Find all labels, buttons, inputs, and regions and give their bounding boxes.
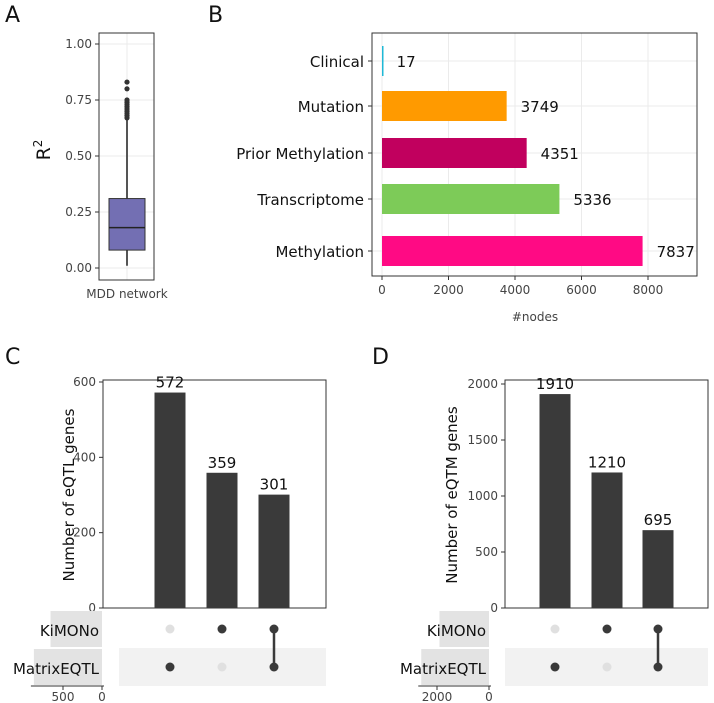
matrix-dot-empty: [602, 662, 612, 672]
bar-value-label: 695: [644, 511, 673, 529]
matrix-dot-empty: [550, 624, 560, 634]
y-tick-label: 600: [73, 375, 96, 389]
intersection-bar: [206, 472, 238, 608]
bar-methylation: [382, 236, 643, 266]
matrix-dot-filled: [602, 624, 612, 634]
y-tick-label: 0: [490, 601, 498, 615]
y-category-label: Transcriptome: [256, 191, 364, 209]
y-axis-label: Number of eQTM genes: [443, 406, 461, 584]
y-tick-label: 1.00: [65, 37, 92, 51]
set-label-kimono: KiMONo: [427, 622, 486, 640]
set-size-bar-kimono: [50, 611, 102, 647]
bar-transcriptome: [382, 184, 560, 214]
x-tick-label: 2000: [433, 283, 464, 297]
matrix-dot-empty: [165, 624, 175, 634]
x-axis-label: #nodes: [512, 310, 558, 324]
x-tick-label: 8000: [633, 283, 664, 297]
matrix-dot-filled: [269, 662, 279, 672]
bar-value-label: 5336: [573, 191, 611, 209]
bar-value-label: 301: [260, 476, 289, 494]
y-tick-label: 0.75: [65, 93, 92, 107]
y-tick-label: 0: [88, 601, 96, 615]
y-tick-label: 200: [73, 526, 96, 540]
panel-border: [371, 32, 698, 277]
set-size-tick-label: 0: [98, 690, 106, 703]
outlier-point: [124, 79, 130, 85]
x-tick-label: 4000: [500, 283, 531, 297]
bar-value-label: 4351: [541, 145, 579, 163]
y-axis-label-base: R: [33, 147, 55, 160]
y-tick-label: 1000: [467, 489, 498, 503]
x-tick-label: MDD network: [86, 287, 167, 301]
set-size-tick-label: 500: [52, 690, 75, 703]
intersection-bar: [258, 494, 290, 608]
matrix-dot-filled: [653, 662, 663, 672]
intersection-bar: [154, 392, 186, 608]
set-size-bar-matrixeqtl: [33, 649, 102, 685]
x-tick-label: 0: [378, 283, 386, 297]
set-label-matrixeqtl: MatrixEQTL: [13, 660, 100, 678]
matrix-dot-filled: [217, 624, 227, 634]
set-size-bar-kimono: [439, 611, 489, 647]
matrix-dot-filled: [653, 624, 663, 634]
y-category-label: Prior Methylation: [236, 145, 364, 163]
bar-value-label: 572: [156, 374, 185, 392]
bar-value-label: 1210: [588, 453, 626, 471]
intersection-bar: [539, 394, 571, 608]
y-category-label: Clinical: [310, 53, 364, 71]
matrix-dot-empty: [217, 662, 227, 672]
set-size-bar-matrixeqtl: [421, 649, 489, 685]
bar-mutation: [382, 91, 507, 121]
bar-value-label: 3749: [521, 98, 559, 116]
bar-value-label: 17: [397, 53, 416, 71]
y-tick-label: 0.00: [65, 261, 92, 275]
y-tick-label: 400: [73, 450, 96, 464]
matrix-dot-filled: [550, 662, 560, 672]
bar-clinical: [382, 46, 384, 76]
panel-label-b: B: [208, 3, 223, 28]
bar-prior-methylation: [382, 138, 527, 168]
y-tick-label: 500: [475, 545, 498, 559]
y-axis-label: Number of eQTL genes: [60, 408, 78, 581]
intersection-bar: [591, 472, 623, 608]
y-axis-label-superscript: 2: [31, 140, 45, 148]
matrix-dot-filled: [165, 662, 175, 672]
y-tick-label: 1500: [467, 433, 498, 447]
y-tick-label: 2000: [467, 377, 498, 391]
outlier-point: [124, 86, 130, 92]
bar-value-label: 7837: [657, 243, 695, 261]
bar-value-label: 359: [208, 454, 237, 472]
panel-label-c: C: [5, 345, 20, 370]
y-category-label: Methylation: [275, 243, 364, 261]
outlier-point: [124, 97, 130, 103]
panel-label-d: D: [372, 345, 389, 370]
panel-border: [98, 32, 155, 281]
matrix-dot-filled: [269, 624, 279, 634]
x-tick-label: 6000: [566, 283, 597, 297]
box: [108, 198, 146, 251]
set-size-tick-label: 2000: [422, 690, 453, 703]
y-category-label: Mutation: [298, 98, 364, 116]
bar-value-label: 1910: [536, 375, 574, 393]
intersection-bar: [642, 530, 674, 608]
panel-label-a: A: [5, 3, 20, 28]
set-label-matrixeqtl: MatrixEQTL: [400, 660, 487, 678]
y-axis-label: R2: [31, 140, 55, 161]
set-label-kimono: KiMONo: [40, 622, 99, 640]
set-size-tick-label: 0: [485, 690, 493, 703]
y-tick-label: 0.25: [65, 205, 92, 219]
y-tick-label: 0.50: [65, 149, 92, 163]
